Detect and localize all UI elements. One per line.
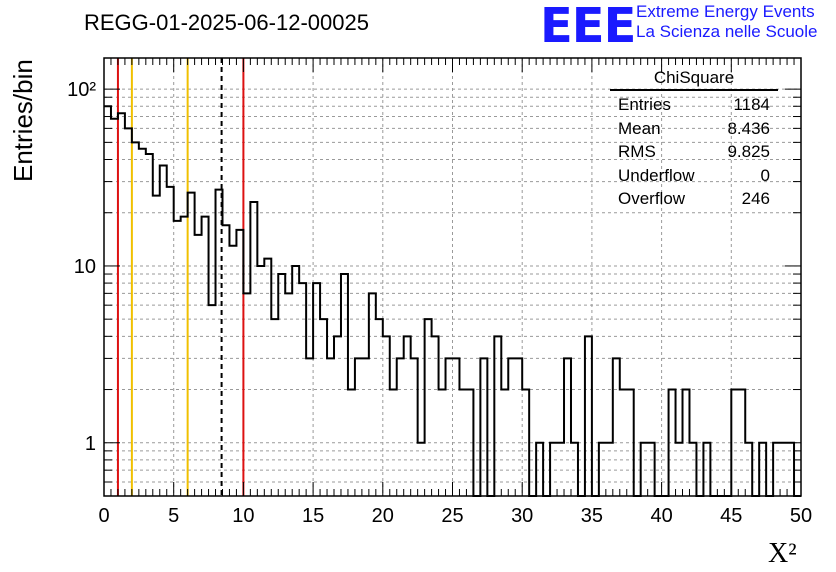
- eee-logo: EEE: [540, 0, 636, 54]
- x-tick-label: 30: [511, 505, 533, 527]
- stats-value: 0: [760, 165, 770, 185]
- stats-title: ChiSquare: [610, 68, 778, 91]
- histogram-series: [104, 105, 801, 497]
- stats-box: ChiSquare Entries 1184 Mean 8.436 RMS 9.825…: [610, 68, 778, 211]
- y-tick-label: 10²: [67, 79, 96, 101]
- logo-text-line2: La Scienza nelle Scuole: [636, 22, 818, 41]
- stats-row-rms: RMS 9.825: [610, 140, 778, 164]
- logo-text-line1: Extreme Energy Events: [636, 2, 815, 21]
- x-axis-label: X²: [768, 538, 797, 570]
- stats-value: 1184: [733, 95, 770, 114]
- stats-label: Mean: [618, 118, 661, 138]
- x-tick-label: 25: [441, 505, 463, 527]
- stats-label: Entries: [618, 95, 671, 114]
- x-axis-label-text: X²: [768, 538, 797, 569]
- stats-value: 8.436: [727, 118, 770, 138]
- y-tick-label: 1: [85, 433, 96, 455]
- stats-row-mean: Mean 8.436: [610, 117, 778, 141]
- x-tick-label: 45: [720, 505, 742, 527]
- x-tick-label: 40: [650, 505, 672, 527]
- stats-label: RMS: [618, 142, 656, 161]
- x-tick-label: 10: [232, 505, 254, 527]
- x-tick-label: 35: [581, 505, 603, 527]
- stats-value: 246: [741, 189, 770, 208]
- stats-row-entries: Entries 1184: [610, 93, 778, 117]
- stats-label: Overflow: [618, 189, 686, 208]
- x-tick-label: 20: [372, 505, 394, 527]
- x-tick-label: 5: [168, 505, 179, 527]
- stats-value: 9.825: [727, 142, 770, 161]
- chart-title: REGG-01-2025-06-12-00025: [84, 10, 369, 35]
- x-tick-label: 50: [790, 505, 812, 527]
- x-tick-label: 15: [302, 505, 324, 527]
- y-axis-label: Entries/bin: [8, 59, 38, 182]
- stats-label: Underflow: [618, 165, 695, 185]
- stats-row-overflow: Overflow 246: [610, 187, 778, 211]
- stats-row-underflow: Underflow 0: [610, 164, 778, 188]
- x-tick-label: 0: [98, 505, 109, 527]
- y-tick-label: 10: [74, 256, 96, 278]
